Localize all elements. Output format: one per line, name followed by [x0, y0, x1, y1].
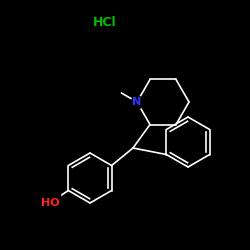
Text: N: N [132, 97, 141, 107]
Text: HO: HO [41, 198, 60, 207]
Text: HCl: HCl [93, 16, 117, 28]
